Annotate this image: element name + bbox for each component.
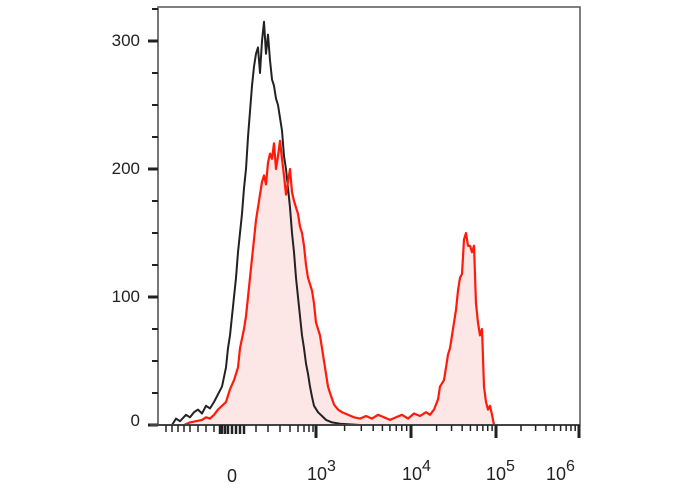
y-tick-label-100: 100 bbox=[111, 287, 140, 306]
plot-frame bbox=[157, 6, 581, 426]
x-tick-label-1e5: 105 bbox=[486, 458, 515, 484]
y-tick-label-0: 0 bbox=[130, 411, 140, 430]
x-tick-label-0: 0 bbox=[227, 466, 238, 486]
stained-histogram-fill bbox=[184, 140, 580, 426]
x-tick-label-1e6: 106 bbox=[546, 458, 575, 484]
control-histogram-line bbox=[160, 20, 580, 426]
stained-histogram-line bbox=[183, 139, 496, 427]
y-tick-label-200: 200 bbox=[111, 159, 140, 178]
series-layer bbox=[160, 20, 580, 427]
x-tick-label-1e4: 104 bbox=[402, 458, 431, 484]
x-tick-label-1e3: 103 bbox=[307, 458, 336, 484]
y-tick-label-300: 300 bbox=[111, 31, 140, 50]
x-axis-ticks bbox=[165, 425, 581, 438]
y-axis-ticks bbox=[148, 8, 158, 427]
